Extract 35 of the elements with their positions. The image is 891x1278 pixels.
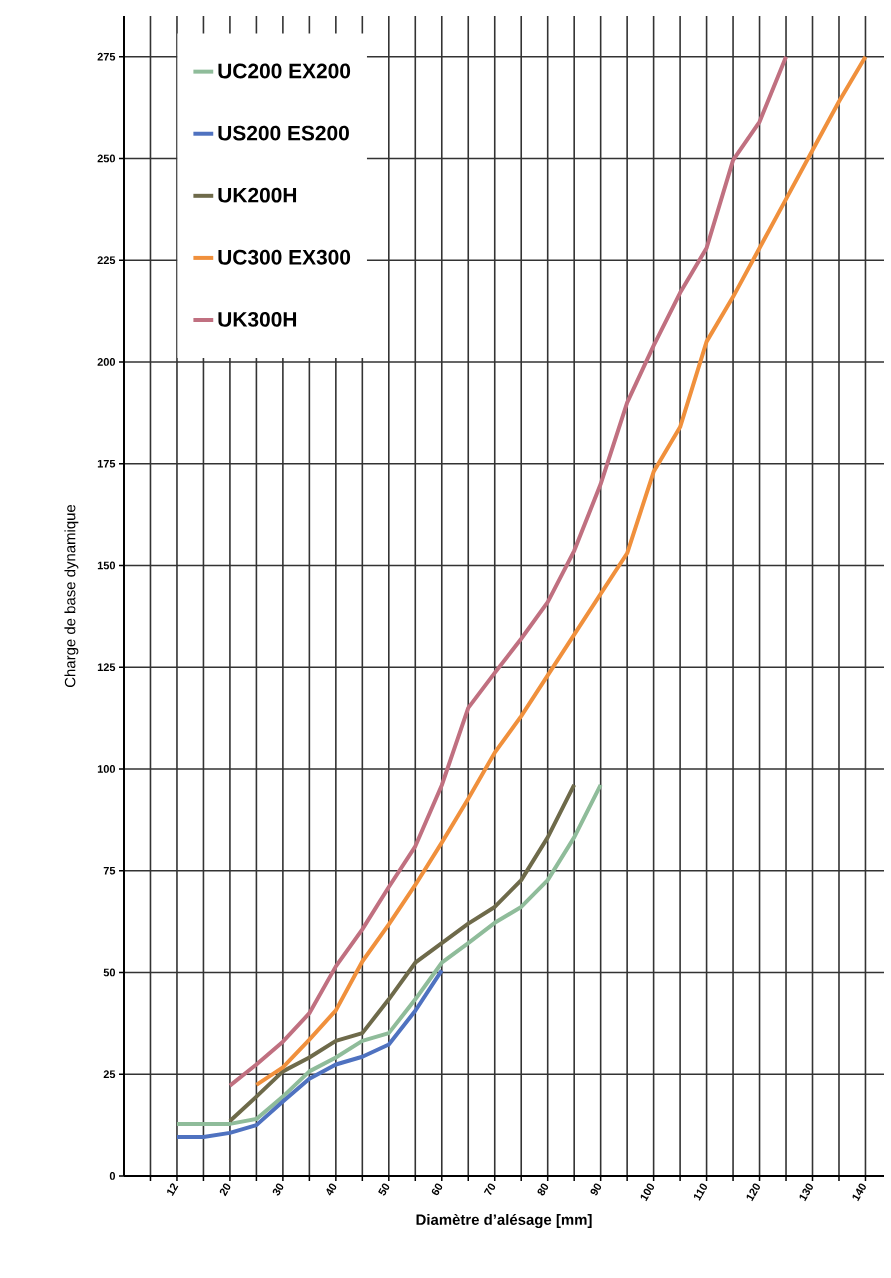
y-tick-label: 75 — [103, 866, 116, 875]
line-series — [227, 782, 577, 1124]
x-tick-label: 30 — [272, 1183, 284, 1196]
y-tick-label: 25 — [103, 1070, 116, 1079]
legend-label: UK200H — [218, 187, 297, 203]
x-tick-label: 120 — [746, 1183, 760, 1202]
x-tick-label: 140 — [852, 1183, 866, 1202]
x-tick-label: 110 — [694, 1183, 707, 1201]
x-tick-label: 80 — [537, 1183, 549, 1196]
legend-label: UC200 EX200 — [218, 63, 351, 79]
x-tick-label: 40 — [326, 1183, 337, 1196]
x-tick-label: 50 — [378, 1183, 390, 1196]
y-tick-label: 250 — [97, 154, 116, 163]
x-tick-label: 12 — [167, 1183, 179, 1196]
y-tick-label: 175 — [97, 459, 116, 468]
y-tick-label: 225 — [97, 256, 116, 265]
y-tick-label: 50 — [103, 968, 116, 977]
x-tick-label: 130 — [799, 1183, 813, 1202]
x-tick-label: 100 — [640, 1183, 655, 1202]
y-tick-label: 100 — [97, 765, 116, 773]
legend-label: UC300 EX300 — [218, 249, 351, 265]
y-tick-label: 200 — [97, 358, 116, 366]
legend-label: US200 ES200 — [218, 125, 349, 141]
y-tick-label: 125 — [97, 663, 116, 672]
legend-label: UK300H — [218, 311, 297, 327]
x-tick-label: 60 — [431, 1183, 443, 1196]
y-tick-label: 275 — [97, 52, 116, 61]
y-tick-label: 150 — [97, 561, 116, 570]
y-tick-label: 0 — [109, 1172, 116, 1180]
x-tick-label: 70 — [483, 1183, 496, 1196]
y-axis-title: Charge de base dynamique — [64, 504, 79, 688]
line-series — [174, 968, 444, 1139]
x-tick-label: 20 — [219, 1183, 231, 1197]
x-tick-label: 90 — [590, 1183, 602, 1196]
x-axis-title: Diamètre d’alésage [mm] — [416, 1213, 592, 1229]
